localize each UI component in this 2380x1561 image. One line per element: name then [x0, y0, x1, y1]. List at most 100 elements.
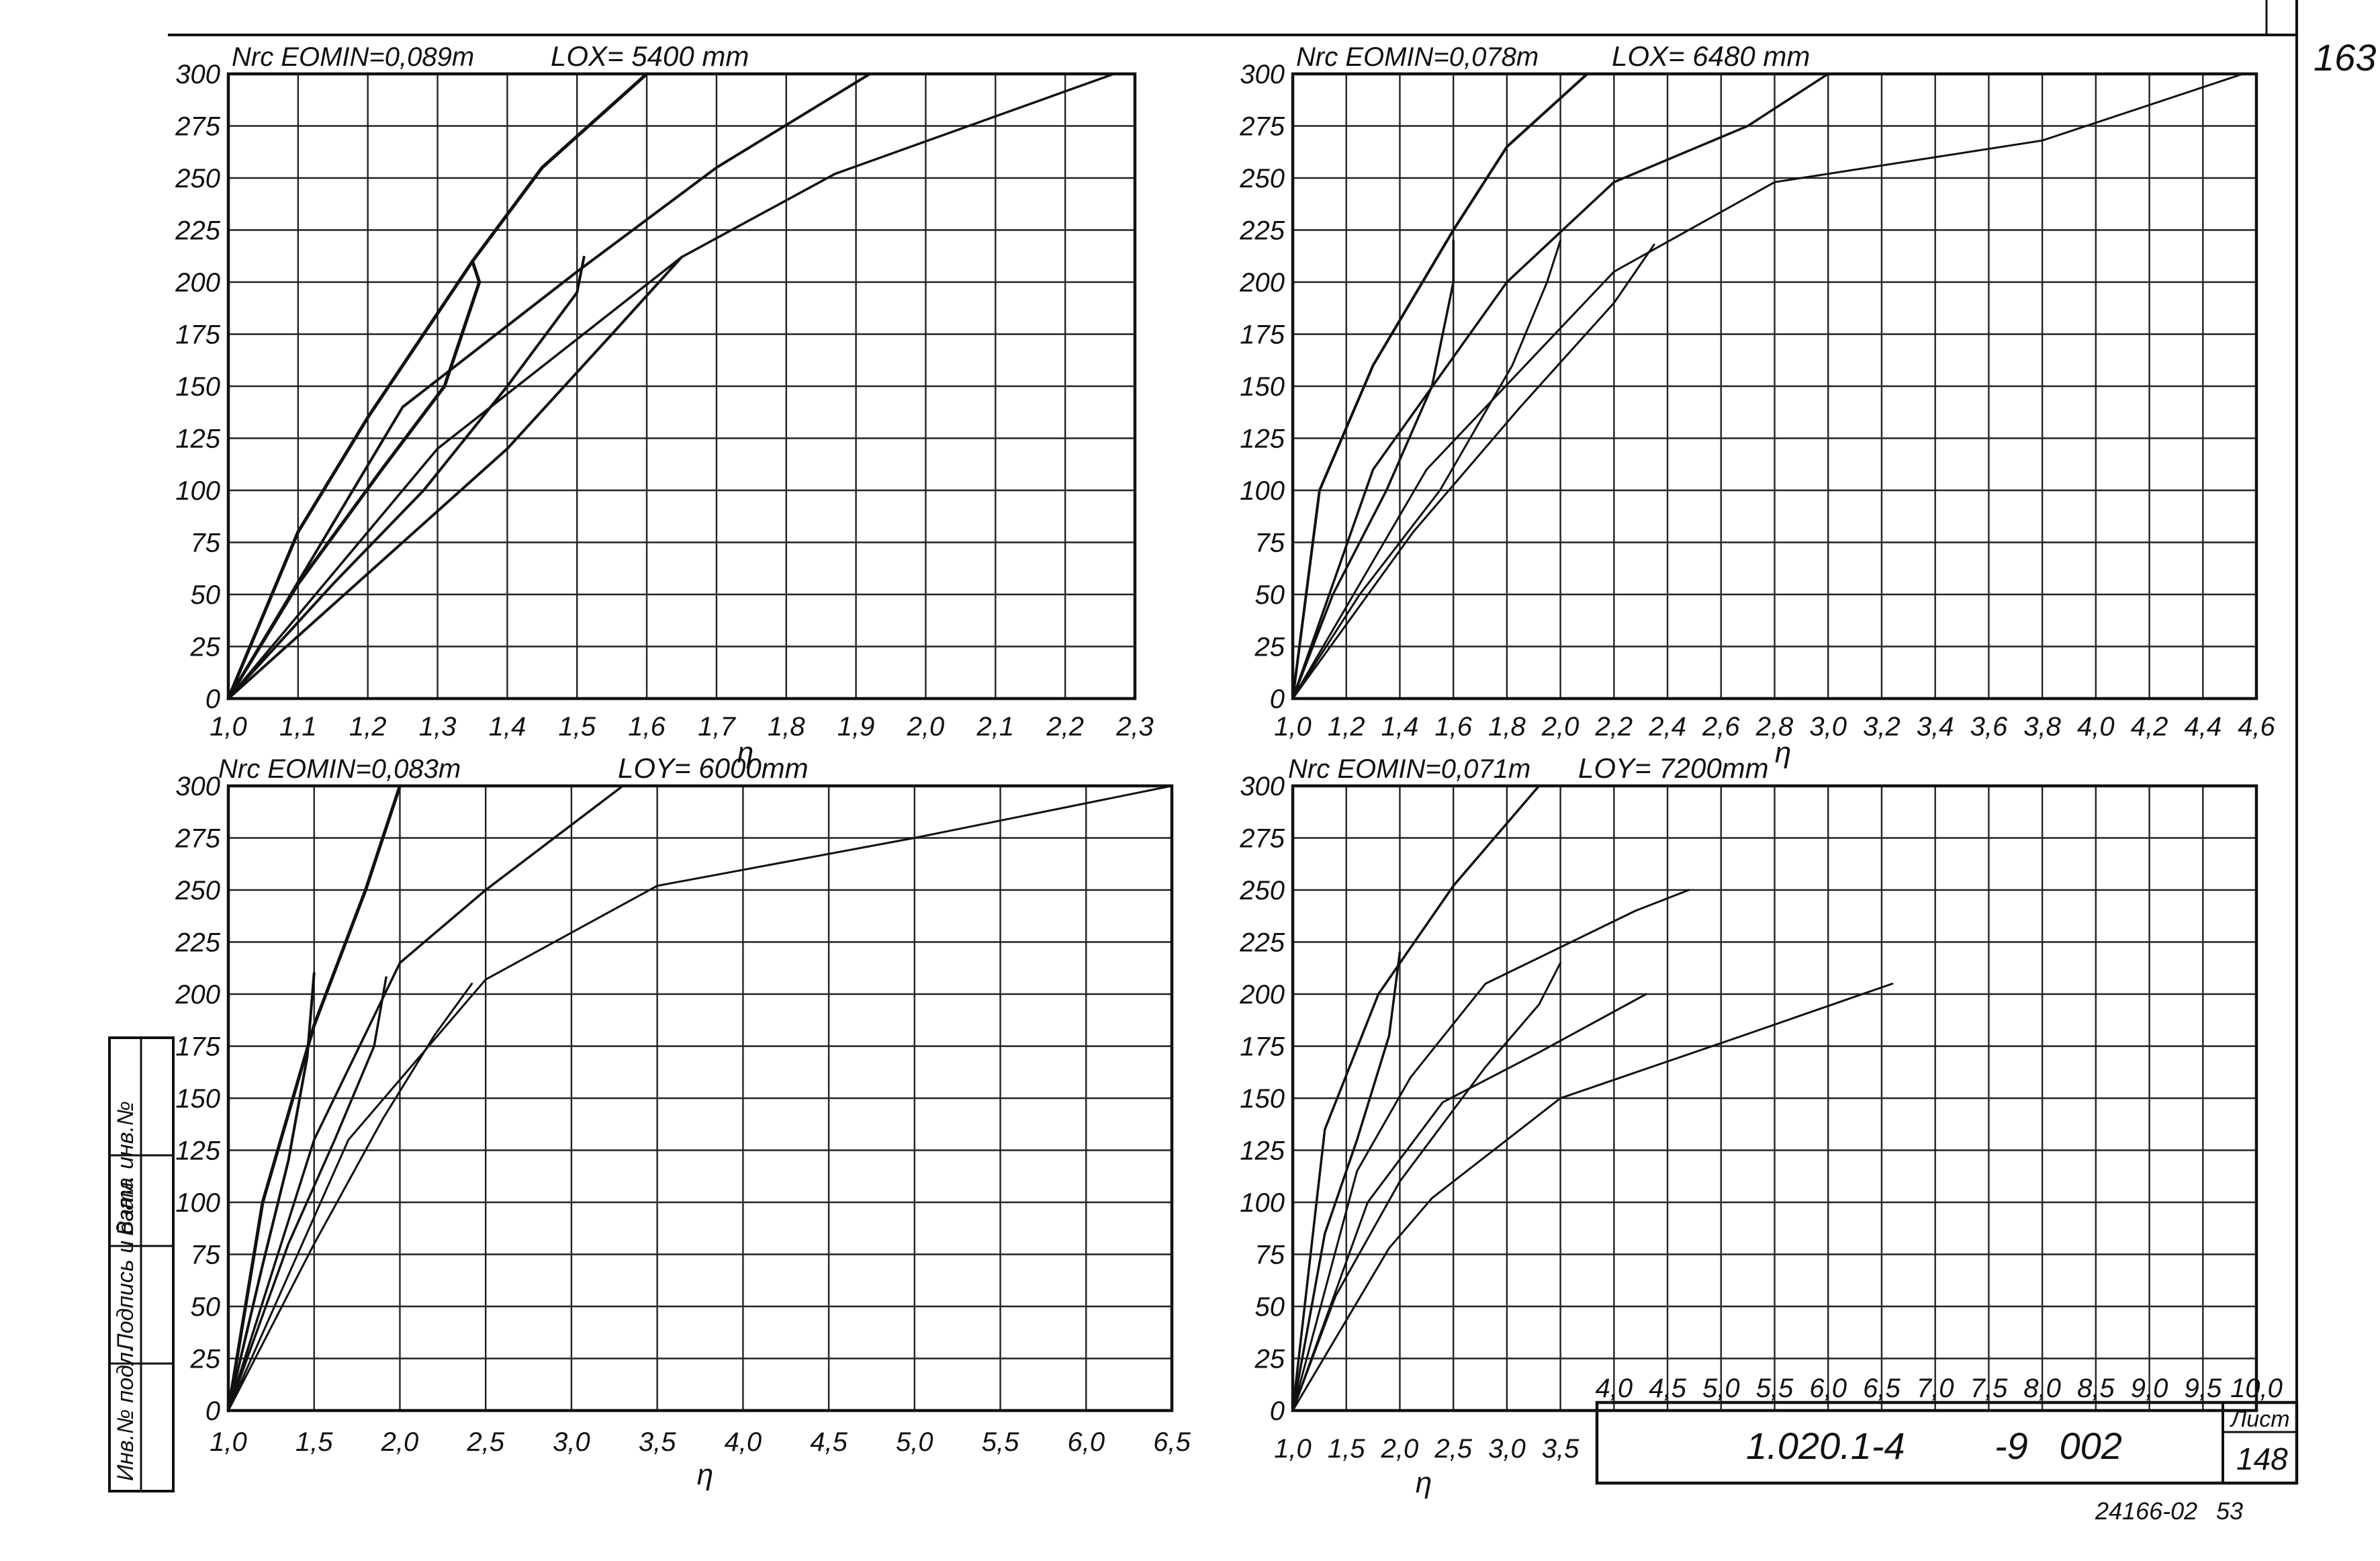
- x-tick-label: 2,4: [1648, 712, 1686, 742]
- x-tick-label: 5,5: [982, 1427, 1019, 1457]
- series-line-4: [1291, 239, 1455, 700]
- footer-number: 53: [2216, 1497, 2243, 1525]
- x-tick-label: 1,2: [1328, 712, 1365, 742]
- x-tick-label: 8,5: [2077, 1374, 2115, 1403]
- chart-title: Nrc EOMIN=0,083m: [218, 754, 461, 784]
- series-line-1: [226, 784, 402, 1413]
- chart-4: 1,0 1,5 2,0 2,5 3,0 3,5 4,0 4,5 5,0 5,5 6,0 6,5 7,0 7…: [1239, 752, 2283, 1499]
- x-tick-label: 7,0: [1917, 1374, 1954, 1403]
- x-tick-label: 4,4: [2184, 712, 2222, 742]
- y-tick-label: 150: [1240, 1084, 1285, 1114]
- x-tick-label: 3,4: [1917, 712, 1954, 742]
- y-tick-label: 225: [1239, 216, 1285, 246]
- series-line-1: [226, 72, 649, 701]
- series-line-3: [1291, 73, 2244, 700]
- y-tick-label: 150: [175, 1084, 220, 1114]
- x-tick-label: 2,3: [1115, 712, 1154, 742]
- x-tick-label: 3,5: [1542, 1434, 1580, 1464]
- y-tick-label: 275: [175, 824, 220, 854]
- x-tick-label: 1,0: [1274, 712, 1312, 742]
- series-line-3: [227, 785, 1173, 1412]
- y-tick-label: 50: [191, 1292, 221, 1322]
- y-tick-label: 300: [1240, 772, 1285, 801]
- y-tick-label: 50: [1255, 580, 1285, 610]
- x-tick-label: 3,0: [553, 1427, 590, 1457]
- x-tick-label: 1,3: [419, 712, 457, 742]
- x-tick-label: 5,0: [896, 1427, 933, 1457]
- series-line-6: [227, 983, 473, 1412]
- y-tick-label: 225: [1239, 928, 1285, 958]
- chart-subtitle: LOY= 6000mm: [618, 752, 809, 784]
- x-tick-label: 2,5: [1434, 1434, 1472, 1464]
- y-tick-label: 125: [175, 1136, 220, 1166]
- y-tick-label: 225: [175, 216, 220, 246]
- charts-layer: 1,0 1,1 1,2 1,3 1,4 1,5 1,6 1,7 1,8 1,9 2,0 2,1 2,2 2…: [175, 40, 2283, 1499]
- y-tick-label: 75: [1255, 529, 1285, 558]
- corner-number: 163: [2314, 36, 2376, 79]
- series-line-5: [1291, 951, 1402, 1412]
- y-tick-label: 225: [175, 928, 220, 958]
- x-tick-label: 6,0: [1809, 1374, 1847, 1403]
- plot-frame: [1291, 784, 2258, 1413]
- y-tick-label: 300: [175, 772, 220, 801]
- x-tick-label: 6,5: [1153, 1427, 1191, 1457]
- y-tick-label: 125: [1240, 1136, 1285, 1166]
- drawing-code-suffix: -9 002: [1995, 1425, 2122, 1467]
- x-tick-label: 1,2: [349, 712, 387, 742]
- y-tick-label: 200: [175, 980, 220, 1010]
- x-axis-label: η: [737, 736, 753, 769]
- x-tick-label: 5,0: [1702, 1374, 1740, 1403]
- x-tick-label: 1,6: [1434, 712, 1472, 742]
- x-tick-label: 9,5: [2184, 1374, 2222, 1403]
- y-tick-label: 175: [175, 1032, 220, 1062]
- series-line-2: [227, 785, 625, 1412]
- x-tick-label: 1,0: [210, 1427, 247, 1457]
- x-tick-label: 1,6: [628, 712, 666, 742]
- x-tick-label: 1,7: [698, 712, 736, 742]
- y-tick-label: 300: [175, 60, 220, 89]
- y-tick-label: 250: [1239, 164, 1285, 193]
- series-line-4: [227, 972, 316, 1412]
- x-tick-label: 6,5: [1863, 1374, 1901, 1403]
- y-tick-label: 100: [1240, 476, 1285, 506]
- chart-subtitle: LOX= 5400 mm: [551, 40, 749, 72]
- x-tick-label: 1,4: [489, 712, 527, 742]
- y-tick-label: 200: [1239, 980, 1285, 1010]
- x-tick-label: 2,0: [907, 712, 945, 742]
- y-tick-label: 25: [190, 633, 221, 662]
- y-tick-label: 100: [175, 476, 220, 506]
- x-tick-label: 4,0: [1596, 1374, 1633, 1403]
- x-tick-label: 4,2: [2131, 712, 2168, 742]
- x-tick-label: 2,1: [976, 712, 1015, 742]
- x-tick-label: 2,2: [1595, 712, 1633, 742]
- y-tick-label: 250: [1239, 876, 1285, 905]
- chart-3: 1,0 1,5 2,0 2,5 3,0 3,5 4,0 4,5 5,0 5,5 6,0 6,5 0 25 5…: [175, 752, 1191, 1491]
- x-tick-label: 2,0: [1541, 712, 1580, 742]
- x-tick-label: 3,0: [1488, 1434, 1526, 1464]
- title-block: 1.020.1-4 -9 002 Лист 148: [1595, 1400, 2299, 1485]
- x-tick-label: 2,6: [1702, 712, 1740, 742]
- x-tick-label: 2,5: [466, 1427, 504, 1457]
- y-tick-label: 100: [1240, 1188, 1285, 1218]
- y-tick-label: 250: [175, 876, 220, 905]
- y-tick-label: 150: [175, 372, 220, 402]
- x-tick-label: 1,0: [210, 712, 247, 742]
- series-line-6: [227, 255, 683, 700]
- x-axis-label: η: [1416, 1466, 1432, 1499]
- x-tick-label: 1,5: [1328, 1434, 1365, 1464]
- series-line-3: [1291, 993, 1647, 1412]
- series-line-2: [227, 73, 872, 700]
- x-tick-label: 4,0: [2077, 712, 2115, 742]
- y-tick-label: 0: [1270, 1396, 1285, 1426]
- series-line-2: [1291, 73, 1829, 700]
- x-axis-label: η: [1775, 736, 1791, 769]
- sheet-label: Лист: [2230, 1407, 2290, 1432]
- y-tick-label: 300: [1240, 60, 1285, 89]
- x-tick-label: 5,5: [1756, 1374, 1794, 1403]
- x-tick-label: 7,5: [1970, 1374, 2008, 1403]
- x-tick-label: 1,8: [1488, 712, 1526, 742]
- y-tick-label: 200: [1239, 268, 1285, 298]
- y-tick-label: 175: [1240, 320, 1285, 350]
- y-tick-label: 175: [1240, 1032, 1285, 1062]
- x-tick-label: 2,2: [1046, 712, 1084, 742]
